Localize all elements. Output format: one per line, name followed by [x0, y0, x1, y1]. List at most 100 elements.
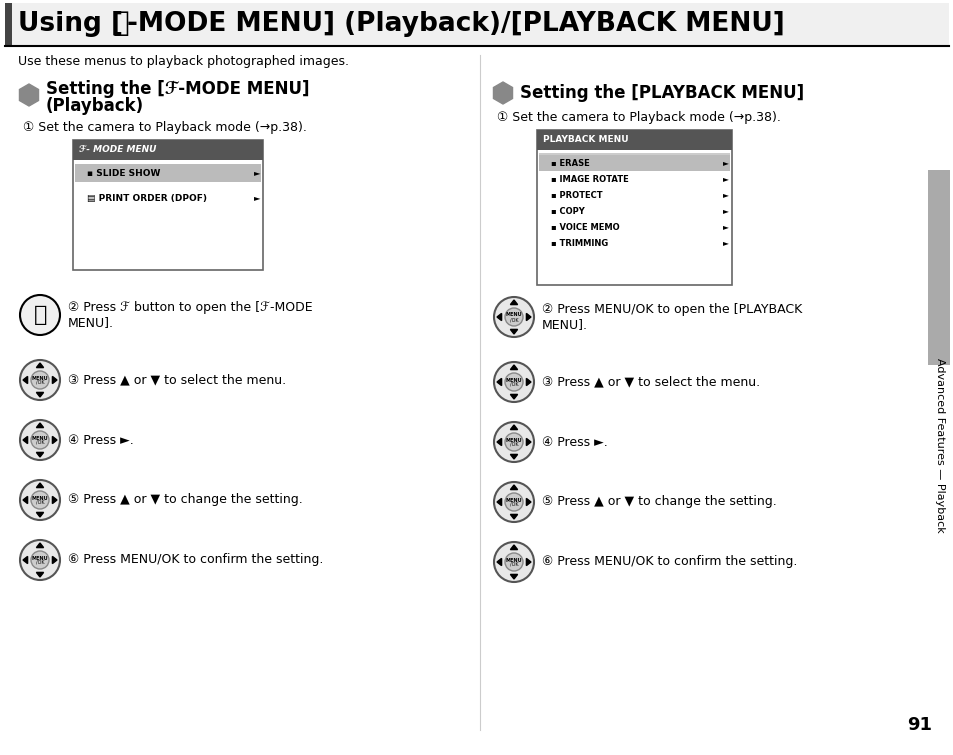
Text: /OK: /OK [509, 562, 517, 567]
Text: /OK: /OK [509, 382, 517, 387]
FancyBboxPatch shape [5, 3, 948, 45]
Text: 91: 91 [906, 716, 931, 734]
Polygon shape [526, 498, 531, 506]
Circle shape [504, 373, 522, 391]
Circle shape [20, 360, 60, 400]
Polygon shape [23, 436, 28, 444]
Polygon shape [36, 572, 44, 577]
Circle shape [30, 551, 49, 569]
FancyBboxPatch shape [75, 164, 261, 182]
Polygon shape [493, 82, 512, 104]
Polygon shape [52, 377, 57, 384]
Polygon shape [36, 543, 44, 547]
Circle shape [20, 420, 60, 460]
Text: ⑥ Press MENU/OK to confirm the setting.: ⑥ Press MENU/OK to confirm the setting. [541, 556, 797, 569]
FancyBboxPatch shape [5, 3, 12, 45]
Text: ① Set the camera to Playback mode (→p.38).: ① Set the camera to Playback mode (→p.38… [497, 110, 781, 124]
Polygon shape [23, 556, 28, 563]
FancyBboxPatch shape [927, 170, 949, 365]
Text: PLAYBACK MENU: PLAYBACK MENU [542, 135, 628, 144]
Polygon shape [510, 329, 517, 334]
Polygon shape [36, 452, 44, 457]
Polygon shape [526, 378, 531, 386]
Circle shape [504, 308, 522, 326]
FancyBboxPatch shape [538, 155, 729, 171]
Text: MENU].: MENU]. [541, 319, 587, 331]
Text: MENU: MENU [505, 437, 521, 442]
Text: ►: ► [722, 190, 728, 199]
Polygon shape [497, 498, 501, 506]
Polygon shape [497, 313, 501, 321]
Text: ►: ► [253, 193, 260, 202]
Polygon shape [510, 394, 517, 399]
Text: ③ Press ▲ or ▼ to select the menu.: ③ Press ▲ or ▼ to select the menu. [541, 375, 760, 389]
Text: ▪ ERASE: ▪ ERASE [551, 159, 589, 168]
Polygon shape [510, 425, 517, 430]
Text: ℱ: ℱ [34, 304, 48, 326]
Text: ▪ TRIMMING: ▪ TRIMMING [551, 239, 608, 248]
Text: MENU: MENU [505, 378, 521, 383]
Polygon shape [23, 496, 28, 504]
Circle shape [30, 431, 49, 449]
Text: MENU: MENU [505, 313, 521, 318]
Text: /OK: /OK [509, 502, 517, 507]
Polygon shape [526, 439, 531, 445]
Polygon shape [526, 559, 531, 565]
FancyBboxPatch shape [538, 153, 729, 160]
Polygon shape [510, 545, 517, 550]
Polygon shape [510, 485, 517, 489]
Circle shape [494, 422, 534, 462]
Text: Setting the [PLAYBACK MENU]: Setting the [PLAYBACK MENU] [519, 84, 803, 102]
Polygon shape [510, 300, 517, 304]
Polygon shape [52, 436, 57, 444]
Circle shape [504, 493, 522, 511]
Polygon shape [23, 377, 28, 384]
Polygon shape [36, 363, 44, 368]
Text: /OK: /OK [35, 440, 44, 445]
Text: ① Set the camera to Playback mode (→p.38).: ① Set the camera to Playback mode (→p.38… [23, 121, 307, 134]
Text: ⑤ Press ▲ or ▼ to change the setting.: ⑤ Press ▲ or ▼ to change the setting. [68, 494, 302, 507]
Text: ►: ► [722, 239, 728, 248]
Text: -MODE MENU] (Playback)/[PLAYBACK MENU]: -MODE MENU] (Playback)/[PLAYBACK MENU] [127, 11, 784, 37]
Text: ② Press MENU/OK to open the [PLAYBACK: ② Press MENU/OK to open the [PLAYBACK [541, 303, 801, 316]
Text: /OK: /OK [35, 560, 44, 565]
Polygon shape [36, 423, 44, 427]
Polygon shape [497, 378, 501, 386]
Polygon shape [497, 559, 501, 565]
Polygon shape [510, 514, 517, 519]
Text: ② Press ℱ button to open the [ℱ-MODE: ② Press ℱ button to open the [ℱ-MODE [68, 300, 313, 313]
Text: ⑤ Press ▲ or ▼ to change the setting.: ⑤ Press ▲ or ▼ to change the setting. [541, 495, 776, 509]
Text: ►: ► [253, 168, 260, 177]
Circle shape [20, 480, 60, 520]
Text: ►: ► [722, 223, 728, 232]
Text: Use these menus to playback photographed images.: Use these menus to playback photographed… [18, 56, 349, 69]
Text: (Playback): (Playback) [46, 97, 144, 115]
Text: MENU: MENU [31, 495, 49, 501]
Text: ▪ SLIDE SHOW: ▪ SLIDE SHOW [87, 168, 160, 177]
Text: ℱ: ℱ [112, 11, 130, 38]
Circle shape [504, 553, 522, 571]
Text: MENU].: MENU]. [68, 316, 113, 329]
Text: ▪ VOICE MEMO: ▪ VOICE MEMO [551, 223, 619, 232]
Text: ►: ► [722, 207, 728, 215]
Circle shape [504, 433, 522, 451]
Polygon shape [526, 313, 531, 321]
FancyBboxPatch shape [537, 130, 731, 150]
Text: ③ Press ▲ or ▼ to select the menu.: ③ Press ▲ or ▼ to select the menu. [68, 374, 286, 387]
FancyBboxPatch shape [73, 140, 263, 160]
Polygon shape [36, 513, 44, 517]
Text: Advanced Features — Playback: Advanced Features — Playback [934, 358, 944, 532]
Text: ▪ COPY: ▪ COPY [551, 207, 584, 215]
Circle shape [494, 482, 534, 522]
Text: ④ Press ►.: ④ Press ►. [68, 433, 133, 446]
Polygon shape [36, 393, 44, 397]
Circle shape [494, 297, 534, 337]
Text: ④ Press ►.: ④ Press ►. [541, 436, 607, 448]
FancyBboxPatch shape [73, 140, 263, 270]
FancyBboxPatch shape [537, 130, 731, 285]
Text: MENU: MENU [31, 556, 49, 560]
Polygon shape [497, 439, 501, 445]
Text: MENU: MENU [31, 436, 49, 440]
Circle shape [20, 295, 60, 335]
Polygon shape [510, 575, 517, 579]
